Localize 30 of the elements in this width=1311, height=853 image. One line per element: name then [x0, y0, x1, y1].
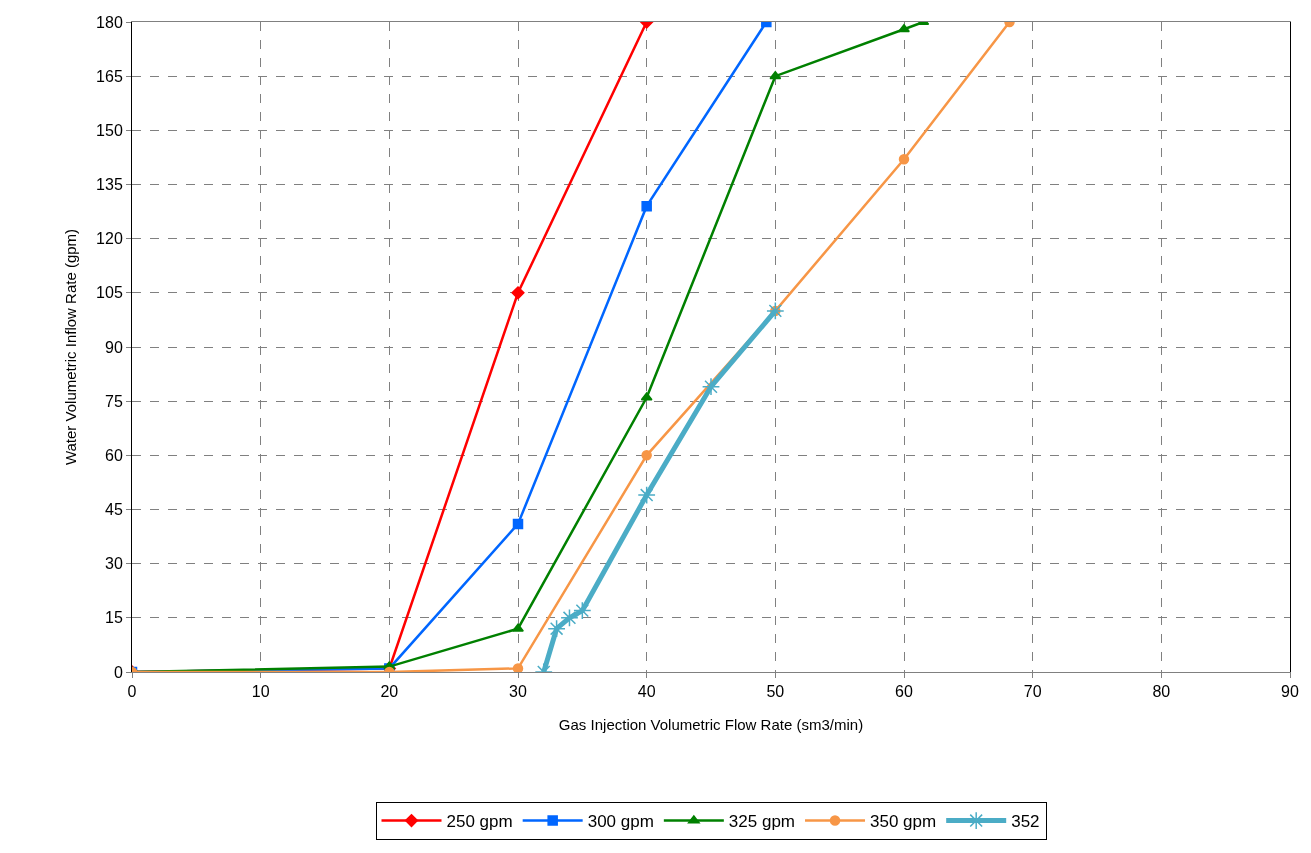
y-tick-label: 45	[105, 501, 123, 519]
x-tick-label: 20	[380, 683, 399, 701]
x-tick-label: 30	[509, 683, 527, 701]
x-tick-label: 0	[127, 683, 137, 701]
legend-label: 350 gpm	[870, 812, 937, 832]
x-tick-label: 50	[766, 683, 785, 701]
y-tick-label: 180	[96, 13, 123, 31]
legend-label: 300 gpm	[587, 812, 654, 832]
legend-label: 325 gpm	[728, 812, 796, 832]
x-tick-label: 10	[251, 683, 270, 701]
y-tick-label: 30	[105, 555, 123, 573]
x-tick-label: 60	[895, 683, 913, 701]
y-tick-label: 105	[96, 284, 123, 302]
legend-label: 352	[1011, 812, 1040, 832]
legend-label: 250 gpm	[446, 812, 513, 832]
y-tick-label: 120	[96, 230, 123, 248]
x-tick-label: 90	[1281, 683, 1299, 701]
y-tick-label: 60	[105, 446, 123, 464]
y-tick-label: 165	[96, 67, 123, 85]
y-tick-label: 150	[96, 121, 123, 139]
x-tick-label: 70	[1023, 683, 1042, 701]
x-tick-label: 80	[1152, 683, 1171, 701]
y-tick-label: 90	[105, 338, 123, 356]
x-axis-title: Gas Injection Volumetric Flow Rate (sm3/min)	[558, 716, 864, 734]
y-tick-label: 15	[105, 609, 123, 627]
y-axis-title: Water Volumetric Inflow Rate (gpm)	[62, 228, 80, 466]
y-tick-label: 0	[113, 663, 123, 681]
x-tick-label: 40	[637, 683, 656, 701]
y-tick-label: 135	[96, 176, 123, 194]
y-tick-label: 75	[105, 392, 123, 410]
